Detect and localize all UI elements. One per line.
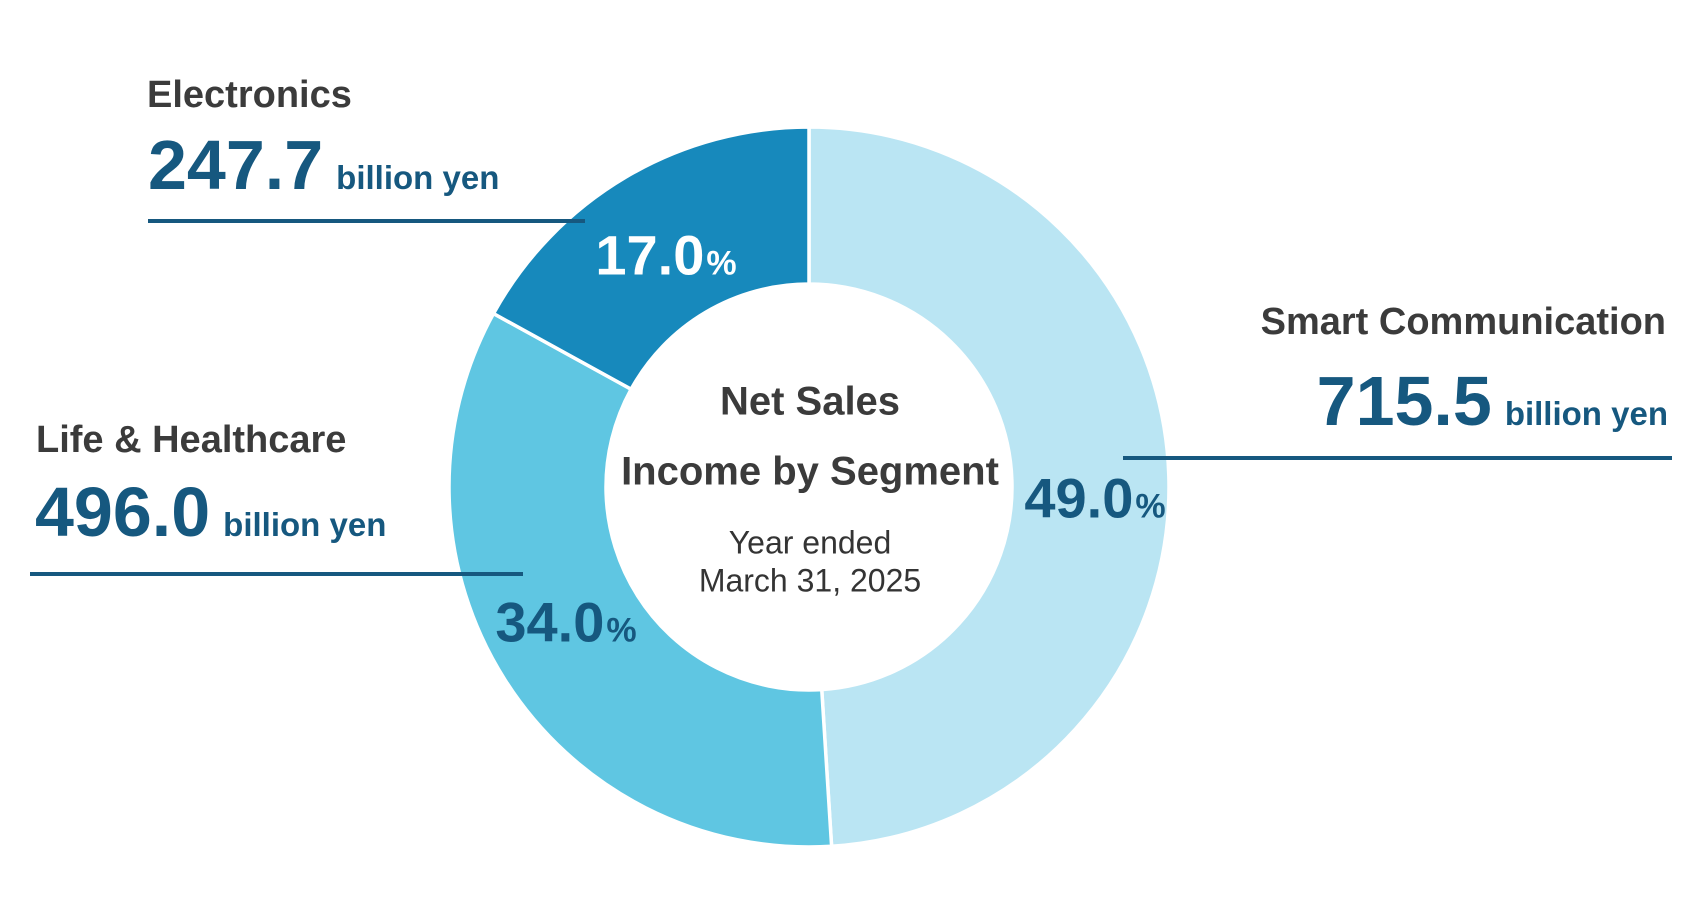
chart-title-line2: Income by Segment (621, 449, 999, 494)
smart-communication-value-number: 715.5 (1316, 362, 1492, 440)
chart-subtitle-line1: Year ended (728, 524, 892, 561)
smart-communication-segment-value: 715.5 billion yen (1317, 366, 1668, 436)
smart-communication-leader-line (1123, 456, 1672, 460)
chart-title-line1: Net Sales (719, 379, 901, 424)
life-healthcare-percent-sign: % (606, 611, 637, 650)
electronics-value-unit: billion yen (336, 159, 500, 196)
donut-segment-life-healthcare (447, 311, 834, 849)
electronics-percent-label: 17.0% (595, 223, 736, 288)
smart-communication-value-unit: billion yen (1504, 395, 1668, 432)
smart-communication-percent-value: 49.0 (1024, 466, 1134, 530)
electronics-leader-line (148, 219, 585, 223)
life-healthcare-segment-name: Life & Healthcare (36, 419, 347, 461)
life-healthcare-value-unit: billion yen (223, 506, 387, 543)
chart-subtitle-line2: March 31, 2025 (698, 562, 922, 599)
donut-segment-smart-communication (807, 125, 1171, 849)
life-healthcare-value-number: 496.0 (35, 473, 211, 551)
smart-communication-percent-label: 49.0% (1024, 466, 1165, 531)
smart-communication-percent-sign: % (1135, 487, 1166, 526)
electronics-segment-name: Electronics (147, 74, 352, 116)
electronics-segment-value: 247.7 billion yen (148, 130, 499, 200)
donut-segment-electronics (491, 125, 811, 392)
life-healthcare-percent-label: 34.0% (495, 590, 636, 655)
electronics-percent-value: 17.0 (595, 223, 705, 287)
life-healthcare-segment-value: 496.0 billion yen (35, 477, 386, 547)
electronics-percent-sign: % (706, 244, 737, 283)
smart-communication-segment-name: Smart Communication (1260, 301, 1666, 343)
life-healthcare-percent-value: 34.0 (495, 590, 605, 654)
life-healthcare-leader-line (30, 572, 523, 576)
electronics-value-number: 247.7 (148, 126, 324, 204)
